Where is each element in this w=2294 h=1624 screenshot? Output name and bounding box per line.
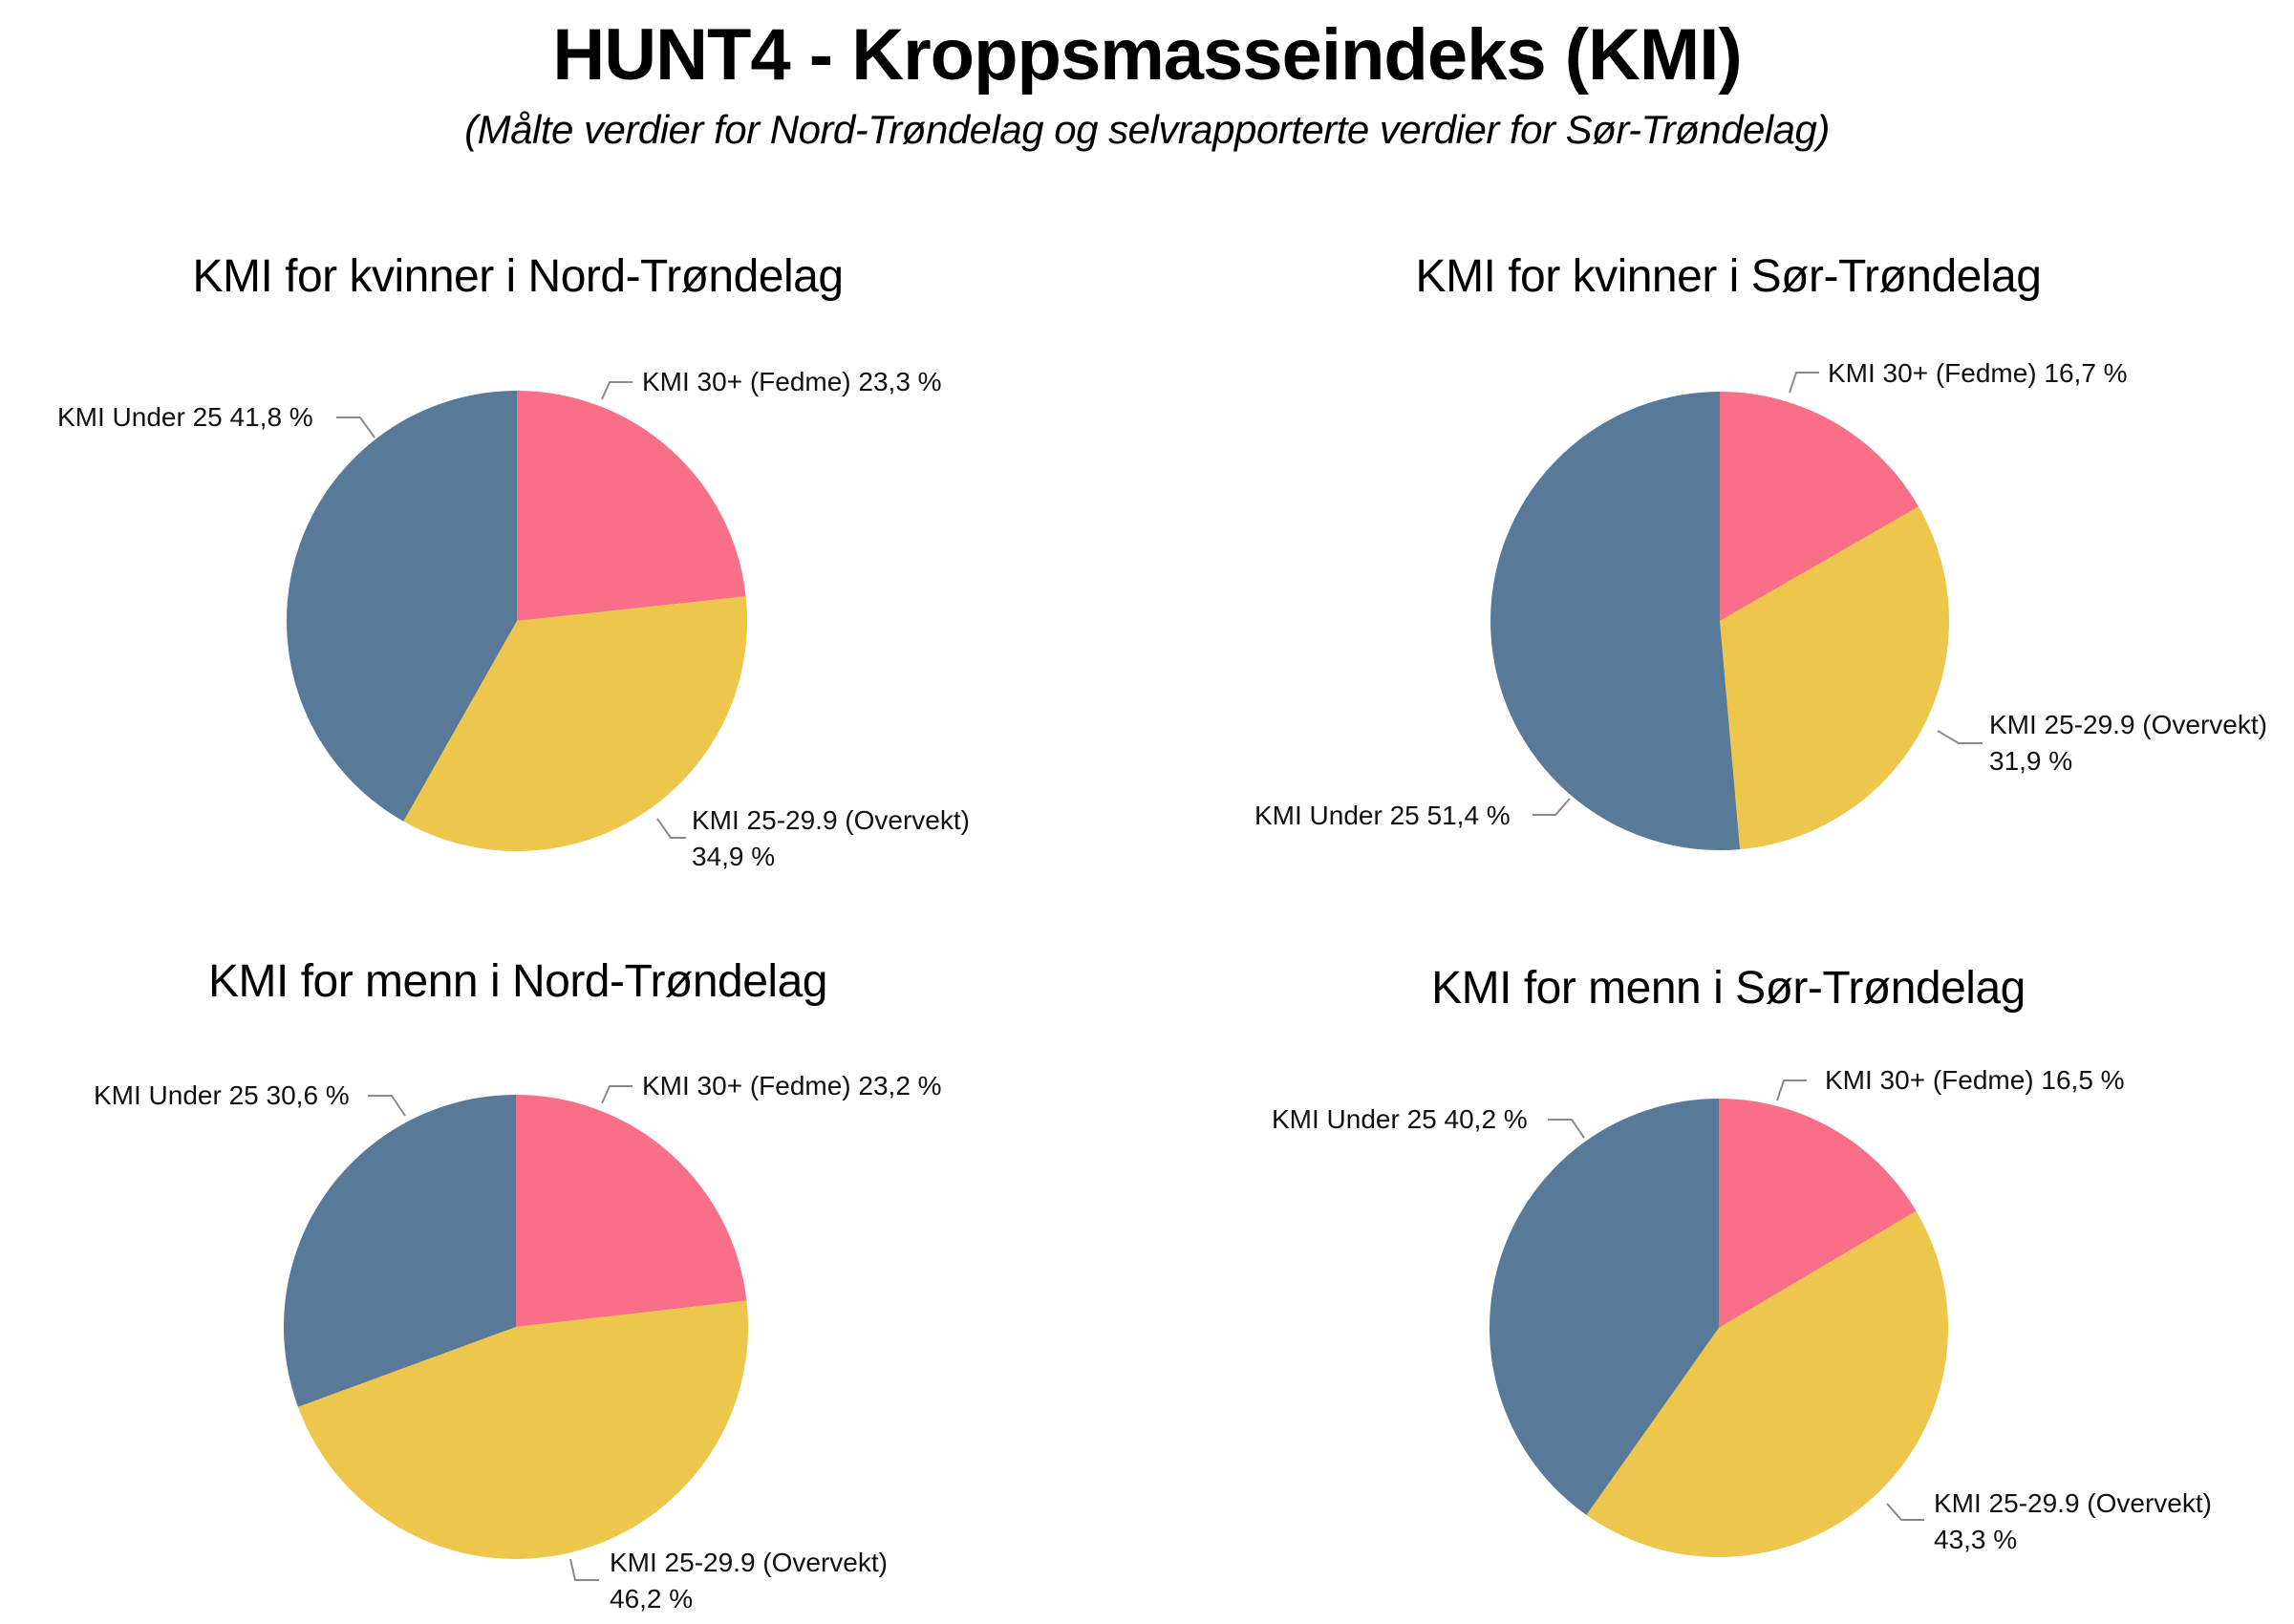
slice-under25: [287, 391, 517, 822]
slice-under25: [1490, 1099, 1719, 1515]
slice-under25: [1490, 392, 1741, 850]
leader-line: [1937, 730, 1983, 744]
chart-title-women-sor: KMI for kvinner i Sør-Trøndelag: [1415, 251, 2042, 302]
label-overweight-category: KMI 25-29.9 (Overvekt): [1989, 710, 2267, 739]
label-obese-women-nord: KMI 30+ (Fedme) 23,3 %: [642, 367, 942, 396]
label-overweight-category: KMI 25-29.9 (Overvekt): [692, 805, 970, 835]
slice-obese: [1719, 1099, 1917, 1328]
pie-chart-men-sor: [1490, 1099, 1949, 1557]
slice-obese: [1720, 392, 1919, 621]
chart-title-men-nord: KMI for menn i Nord-Trøndelag: [208, 956, 827, 1007]
label-overweight-men-nord: KMI 25-29.9 (Overvekt) 46,2 %: [610, 1545, 888, 1617]
slice-overweight: [403, 596, 747, 851]
leader-line: [1548, 1119, 1585, 1139]
label-overweight-value: 46,2 %: [610, 1584, 694, 1613]
slice-overweight: [1586, 1210, 1949, 1557]
slice-obese: [517, 391, 746, 621]
label-under25-men-sor: KMI Under 25 40,2 %: [1272, 1104, 1528, 1134]
label-under25-women-sor: KMI Under 25 51,4 %: [1254, 801, 1511, 830]
pie-chart-women-nord: [287, 391, 747, 851]
leader-line: [336, 417, 375, 438]
label-obese-women-sor: KMI 30+ (Fedme) 16,7 %: [1828, 358, 2128, 388]
label-overweight-category: KMI 25-29.9 (Overvekt): [1934, 1488, 2212, 1518]
slice-obese: [516, 1095, 747, 1327]
label-obese-men-sor: KMI 30+ (Fedme) 16,5 %: [1825, 1065, 2125, 1095]
leader-lines: [336, 372, 1983, 1581]
label-overweight-women-sor: KMI 25-29.9 (Overvekt) 31,9 %: [1989, 707, 2267, 780]
label-obese-men-nord: KMI 30+ (Fedme) 23,2 %: [642, 1071, 942, 1100]
leader-line: [1776, 1079, 1807, 1101]
label-overweight-men-sor: KMI 25-29.9 (Overvekt) 43,3 %: [1934, 1485, 2212, 1558]
label-overweight-value: 34,9 %: [692, 842, 776, 871]
subtitle: (Målte verdier for Nord-Trøndelag og sel…: [464, 107, 1830, 152]
slice-overweight: [297, 1300, 748, 1559]
pie-chart-men-nord: [283, 1095, 748, 1559]
leader-line: [656, 818, 686, 839]
label-overweight-women-nord: KMI 25-29.9 (Overvekt) 34,9 %: [692, 802, 970, 875]
leader-line: [1886, 1503, 1924, 1521]
chart-title-men-sor: KMI for menn i Sør-Trøndelag: [1431, 963, 2026, 1014]
leader-line: [569, 1558, 599, 1581]
leader-line: [1533, 798, 1571, 816]
label-under25-men-nord: KMI Under 25 30,6 %: [94, 1080, 350, 1110]
label-overweight-value: 31,9 %: [1989, 746, 2073, 776]
pie-chart-women-sor: [1490, 392, 1949, 850]
label-overweight-category: KMI 25-29.9 (Overvekt): [610, 1548, 888, 1577]
slice-overweight: [1720, 506, 1949, 850]
label-under25-women-nord: KMI Under 25 41,8 %: [57, 402, 313, 432]
slice-under25: [283, 1095, 516, 1407]
main-title: HUNT4 - Kroppsmasseindeks (KMI): [552, 14, 1742, 96]
leader-line: [368, 1095, 406, 1117]
chart-title-women-nord: KMI for kvinner i Nord-Trøndelag: [192, 251, 844, 302]
leader-line: [601, 1085, 632, 1104]
label-overweight-value: 43,3 %: [1934, 1525, 2018, 1554]
leader-line: [601, 381, 632, 400]
leader-line: [1789, 372, 1819, 394]
